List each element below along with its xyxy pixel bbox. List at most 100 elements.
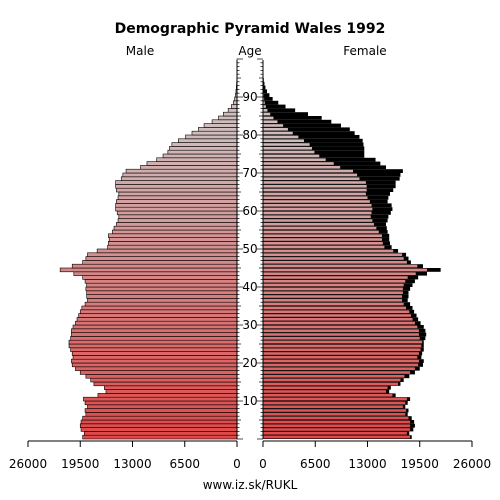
x-axis: 26000 19500 13000 6500 0 0 6500 13000 19500 26000 [9, 440, 491, 471]
female-bar-base-age-62 [263, 200, 370, 203]
female-bar-base-age-89 [263, 97, 265, 101]
female-bar-base-age-5 [263, 416, 409, 420]
male-bar-age-56 [116, 222, 238, 227]
female-x-tick-label-3: 19500 [401, 457, 439, 471]
female-bar-base-age-3 [263, 424, 411, 427]
male-bar-age-11 [97, 393, 238, 398]
male-x-tick-label-4: 0 [233, 457, 241, 471]
age-tick-label-30: 30 [242, 318, 257, 332]
female-bar-base-age-25 [263, 340, 423, 344]
female-bar-base-age-19 [263, 363, 419, 367]
male-bar-age-26 [70, 336, 238, 341]
female-bar-base-age-66 [263, 185, 367, 188]
male-bar-age-13 [104, 385, 238, 390]
age-tick-label-20: 20 [242, 356, 257, 370]
male-bar-age-6 [85, 412, 238, 417]
male-bar-age-48 [87, 252, 238, 257]
female-bar-base-age-12 [263, 390, 386, 393]
male-bar-age-78 [178, 138, 238, 143]
female-bar-base-age-24 [263, 344, 422, 348]
female-bar-base-age-13 [263, 386, 388, 389]
male-bar-age-7 [84, 408, 238, 413]
male-bar-age-19 [71, 362, 238, 368]
female-bar-age-86 [263, 108, 296, 113]
age-tick-label-90: 90 [242, 90, 257, 104]
male-bar-age-17 [79, 370, 238, 375]
male-bar-age-16 [85, 374, 238, 379]
female-bar-age-81 [263, 127, 350, 132]
male-bar-age-66 [115, 184, 238, 189]
male-bar-age-2 [80, 427, 238, 432]
male-bar-age-32 [78, 313, 238, 318]
male-x-tick-label-2: 13000 [113, 457, 151, 471]
female-bar-base-age-44 [263, 268, 427, 272]
female-bar-age-93 [263, 81, 265, 86]
female-bar-base-age-70 [263, 169, 354, 173]
male-bar-age-41 [84, 279, 238, 284]
female-bar-base-age-71 [263, 166, 341, 169]
female-bar-age-85 [263, 112, 309, 116]
male-bar-age-14 [93, 381, 238, 387]
female-bar-base-age-61 [263, 204, 372, 207]
male-bar-age-46 [82, 260, 238, 265]
female-bar-age-79 [263, 135, 360, 139]
female-bar-base-age-27 [263, 333, 419, 336]
male-bar-age-80 [191, 130, 238, 136]
male-bar-age-74 [162, 153, 238, 159]
female-bar-base-age-47 [263, 257, 404, 260]
male-bar-age-62 [116, 199, 238, 204]
female-bar-base-age-67 [263, 181, 366, 184]
female-bar-base-age-82 [263, 124, 284, 127]
male-bar-age-76 [169, 146, 238, 151]
female-bar-base-age-81 [263, 128, 288, 131]
female-bar-base-age-83 [263, 120, 278, 123]
female-bar-base-age-11 [263, 394, 393, 397]
male-bar-age-28 [71, 328, 238, 333]
male-bar-age-52 [108, 237, 238, 242]
male-label: Male [126, 44, 154, 58]
male-bar-age-38 [86, 290, 238, 295]
female-bar-base-age-79 [263, 135, 299, 139]
male-bar-age-31 [76, 317, 238, 322]
male-bar-age-21 [72, 355, 238, 360]
female-bar-base-age-48 [263, 253, 403, 256]
female-bar-age-77 [263, 142, 364, 147]
male-bar-age-23 [70, 347, 238, 352]
female-bar-base-age-37 [263, 295, 403, 298]
male-bar-age-9 [84, 400, 238, 406]
female-bar-base-age-34 [263, 306, 407, 310]
female-bar-base-age-30 [263, 321, 415, 325]
female-bar-base-age-32 [263, 314, 411, 317]
female-bar-base-age-14 [263, 382, 399, 386]
female-bar-base-age-6 [263, 413, 406, 416]
female-bar-age-83 [263, 119, 332, 124]
female-bar-base-age-58 [263, 215, 371, 218]
male-bar-age-68 [120, 176, 238, 181]
female-bar-age-84 [263, 116, 322, 120]
female-bar-base-age-36 [263, 299, 403, 302]
male-bar-age-64 [118, 191, 238, 197]
female-bar-base-age-84 [263, 116, 274, 120]
female-label: Female [343, 44, 386, 58]
female-bar-base-age-46 [263, 261, 407, 264]
female-x-tick-label-2: 13000 [348, 457, 386, 471]
male-bar-age-35 [84, 301, 238, 307]
female-bar-age-76 [263, 146, 365, 151]
female-bar-base-age-23 [263, 348, 421, 351]
male-bar-age-69 [122, 172, 238, 178]
female-bar-age-80 [263, 131, 355, 135]
male-bar-age-8 [87, 404, 238, 409]
female-bar-base-age-73 [263, 158, 326, 161]
female-bar-base-age-41 [263, 280, 406, 283]
male-bar-age-34 [81, 305, 238, 311]
male-bar-age-18 [75, 366, 238, 371]
female-bar-base-age-1 [263, 432, 407, 435]
male-bar-age-85 [223, 111, 238, 117]
male-bar-age-24 [68, 343, 238, 349]
male-bar-age-27 [71, 332, 238, 337]
male-bar-age-20 [71, 358, 238, 364]
male-bar-age-43 [73, 271, 238, 276]
female-bar-base-age-38 [263, 291, 403, 294]
female-bar-base-age-88 [263, 101, 265, 104]
female-bar-base-age-2 [263, 428, 411, 431]
